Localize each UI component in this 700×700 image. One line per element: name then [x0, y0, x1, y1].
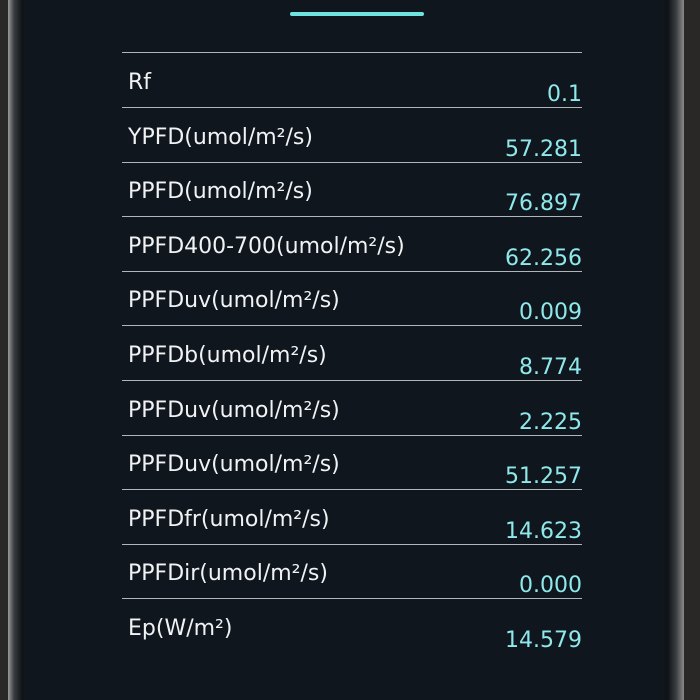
row-divider [122, 107, 582, 108]
row-label: PPFDb(umol/m²/s) [128, 343, 327, 368]
row-value: 8.774 [519, 355, 582, 380]
row-value: 2.225 [519, 409, 582, 435]
row-divider [122, 325, 582, 327]
row-value: 51.257 [505, 464, 582, 490]
row-label: Ep(W/m²) [128, 616, 233, 641]
row-divider [122, 161, 582, 163]
row-label: PPFDuv(umol/m²/s) [128, 288, 340, 314]
row-value: 0.1 [547, 82, 582, 107]
row-divider [122, 52, 582, 53]
row-label: PPFD400-700(umol/m²/s) [128, 233, 405, 259]
row-value: 0.009 [519, 300, 582, 326]
row-label: YPFD(umol/m²/s) [128, 124, 313, 150]
row-value: 76.897 [505, 191, 582, 217]
row-label: PPFDuv(umol/m²/s) [128, 452, 340, 478]
row-value: 14.623 [505, 518, 582, 544]
row-label: Rf [128, 70, 152, 95]
row-divider [122, 489, 582, 491]
row-value: 0.000 [519, 573, 582, 599]
row-divider [122, 598, 582, 600]
row-divider [122, 270, 582, 272]
row-value: 57.281 [505, 136, 582, 162]
row-divider [122, 434, 582, 436]
row-value: 62.256 [505, 245, 582, 271]
row-label: PPFD(umol/m²/s) [128, 179, 313, 205]
row-divider [122, 216, 582, 218]
row-divider [122, 380, 582, 381]
row-label: PPFDfr(umol/m²/s) [128, 506, 330, 532]
drag-handle[interactable] [290, 12, 424, 16]
row-label: PPFDuv(umol/m²/s) [128, 397, 340, 423]
row-label: PPFDir(umol/m²/s) [128, 561, 328, 587]
row-value: 14.579 [505, 628, 582, 653]
screen [24, 0, 664, 700]
row-divider [122, 543, 582, 545]
